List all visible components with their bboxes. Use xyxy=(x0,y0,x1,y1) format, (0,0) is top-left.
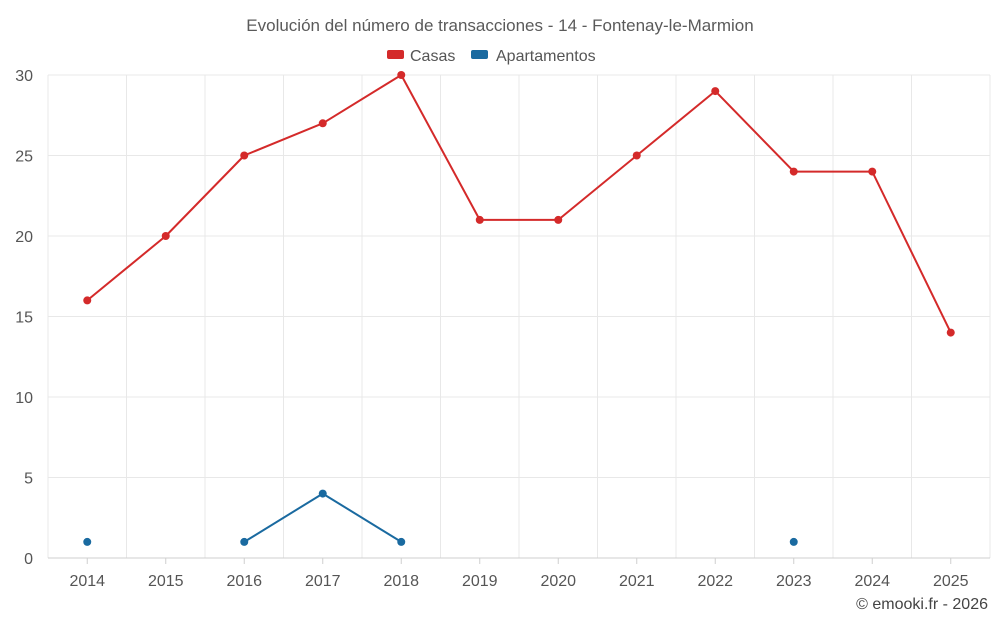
series-line-casas xyxy=(86,74,952,334)
data-point-casas[interactable] xyxy=(240,151,249,160)
x-tick-label: 2014 xyxy=(69,573,105,590)
data-point-apartamentos[interactable] xyxy=(240,537,249,546)
x-tick-label: 2016 xyxy=(226,573,262,590)
x-tick-label: 2017 xyxy=(305,573,341,590)
y-axis: 0 5 10 15 20 25 30 xyxy=(15,68,33,568)
legend-label-casas: Casas xyxy=(410,48,455,65)
legend-swatch-casas xyxy=(387,50,404,59)
legend: Casas Apartamentos xyxy=(387,48,596,65)
grid xyxy=(47,74,991,558)
data-point-casas[interactable] xyxy=(397,71,406,79)
series-casas xyxy=(83,71,955,337)
x-tick-label: 2019 xyxy=(462,573,498,590)
data-point-casas[interactable] xyxy=(83,296,92,305)
x-tick-label: 2021 xyxy=(619,573,655,590)
chart-title: Evolución del número de transacciones - … xyxy=(246,16,753,35)
x-tick-label: 2018 xyxy=(383,573,419,590)
x-tick-label: 2020 xyxy=(540,573,576,590)
legend-item-casas[interactable]: Casas xyxy=(387,48,455,65)
data-point-casas[interactable] xyxy=(632,151,641,160)
legend-swatch-apartamentos xyxy=(471,50,488,59)
y-tick-label: 30 xyxy=(15,68,33,85)
data-point-casas[interactable] xyxy=(161,232,170,240)
data-point-casas[interactable] xyxy=(946,328,955,337)
credit-text: © emooki.fr - 2026 xyxy=(856,596,988,613)
x-tick-label: 2023 xyxy=(776,573,812,590)
x-tick-label: 2015 xyxy=(148,573,184,590)
y-tick-label: 15 xyxy=(15,310,33,327)
data-point-apartamentos[interactable] xyxy=(789,537,798,546)
data-point-casas[interactable] xyxy=(475,215,484,224)
data-point-casas[interactable] xyxy=(554,215,563,224)
series-apartamentos xyxy=(83,489,798,546)
x-axis: 2014 2015 2016 2017 2018 2019 2020 2021 2022 2023… xyxy=(48,557,990,590)
x-tick-label: 2024 xyxy=(854,573,890,590)
x-tick-label: 2022 xyxy=(697,573,733,590)
y-tick-label: 5 xyxy=(24,471,33,488)
data-point-casas[interactable] xyxy=(318,119,327,128)
data-point-apartamentos[interactable] xyxy=(397,537,406,546)
legend-label-apartamentos: Apartamentos xyxy=(496,48,596,65)
y-tick-label: 20 xyxy=(15,229,33,246)
series-line-apartamentos xyxy=(243,492,402,543)
legend-item-apartamentos[interactable]: Apartamentos xyxy=(471,48,596,65)
y-tick-label: 10 xyxy=(15,390,33,407)
data-point-casas[interactable] xyxy=(868,167,877,176)
y-tick-label: 25 xyxy=(15,149,33,166)
data-point-apartamentos[interactable] xyxy=(83,537,92,546)
x-tick-label: 2025 xyxy=(933,573,969,590)
data-point-apartamentos[interactable] xyxy=(318,489,327,498)
data-point-casas[interactable] xyxy=(711,87,720,96)
series-layer xyxy=(83,71,955,546)
y-tick-label: 0 xyxy=(24,551,33,568)
data-point-casas[interactable] xyxy=(789,167,798,176)
